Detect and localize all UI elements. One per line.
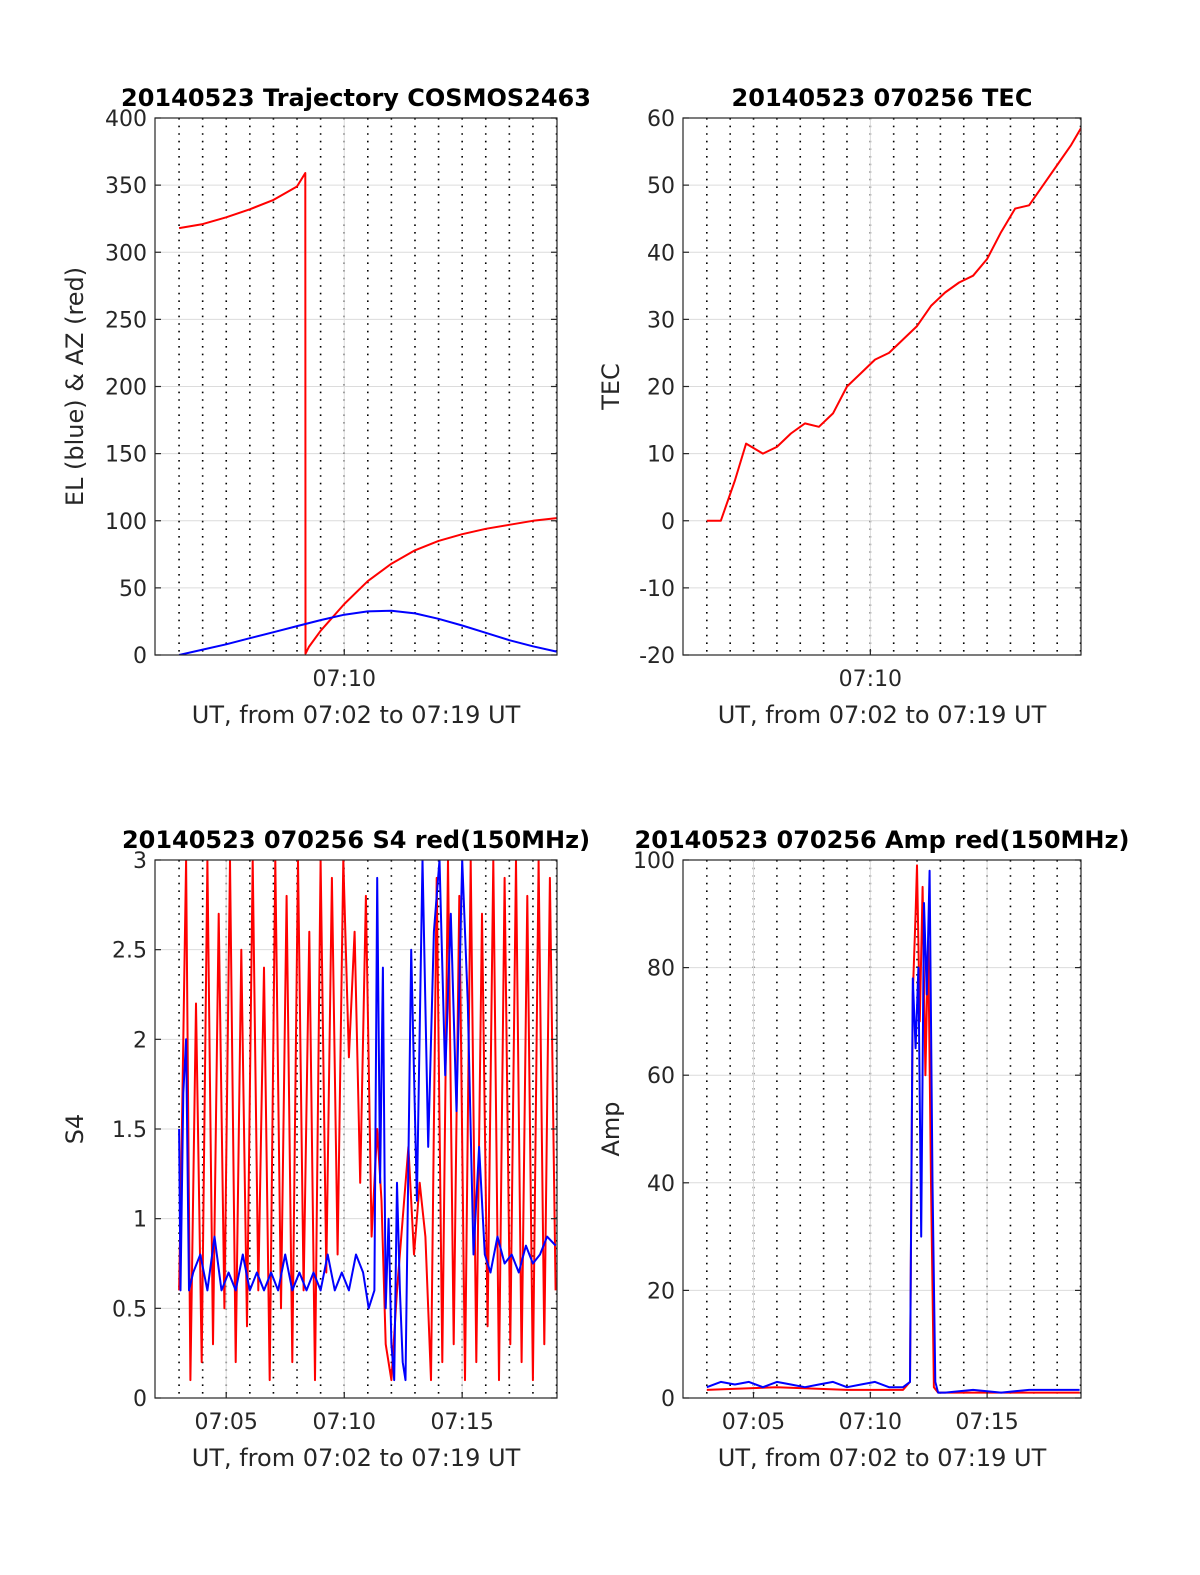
y-tick-label: 40 xyxy=(647,241,675,266)
y-tick-label: 250 xyxy=(105,308,147,333)
x-tick-label: 07:05 xyxy=(722,1410,785,1435)
chart-panel-4: 0 20 40 60 80 100 07:05 07:10 07:15 20140523 0702… xyxy=(597,826,1129,1472)
y-axis-label: EL (blue) & AZ (red) xyxy=(61,267,89,506)
y-axis-label: Amp xyxy=(597,1101,625,1156)
y-tick-label: 200 xyxy=(105,376,147,401)
y-tick-label: -20 xyxy=(639,644,675,669)
y-tick-label: 50 xyxy=(119,577,147,602)
x-tick-label: 07:10 xyxy=(839,667,902,692)
y-tick-label: 0 xyxy=(661,1387,675,1412)
y-tick-label: 1 xyxy=(133,1208,147,1233)
y-tick-label: 50 xyxy=(647,174,675,199)
x-tick-label: 07:15 xyxy=(955,1410,1018,1435)
y-tick-label: -10 xyxy=(639,577,675,602)
chart-title: 20140523 070256 TEC xyxy=(732,84,1033,112)
y-tick-label: 3 xyxy=(133,849,147,874)
x-tick-label: 07:10 xyxy=(313,667,376,692)
y-axis-label: S4 xyxy=(61,1114,89,1145)
y-tick-label: 60 xyxy=(647,107,675,132)
y-tick-label: 400 xyxy=(105,107,147,132)
chart-title: 20140523 070256 Amp red(150MHz) xyxy=(635,826,1130,854)
x-axis-label: UT, from 07:02 to 07:19 UT xyxy=(192,701,521,729)
y-tick-label: 0.5 xyxy=(112,1297,147,1322)
x-tick-label: 07:05 xyxy=(194,1410,257,1435)
chart-title: 20140523 Trajectory COSMOS2463 xyxy=(121,84,591,112)
chart-title: 20140523 070256 S4 red(150MHz) xyxy=(122,826,590,854)
series-line-1 xyxy=(706,127,1081,522)
y-tick-label: 2.5 xyxy=(112,939,147,964)
y-tick-label: 300 xyxy=(105,241,147,266)
x-tick-label: 07:15 xyxy=(430,1410,493,1435)
y-tick-label: 2 xyxy=(133,1028,147,1053)
y-tick-label: 10 xyxy=(647,443,675,468)
y-tick-label: 100 xyxy=(105,510,147,535)
axes-frame xyxy=(682,859,1082,1399)
x-tick-label: 07:10 xyxy=(839,1410,902,1435)
y-tick-label: 150 xyxy=(105,443,147,468)
series-line-2 xyxy=(178,609,557,655)
series-line-2 xyxy=(178,860,557,1382)
y-tick-label: 0 xyxy=(133,1387,147,1412)
y-tick-label: 0 xyxy=(661,510,675,535)
y-tick-label: 0 xyxy=(133,644,147,669)
y-tick-label: 1.5 xyxy=(112,1118,147,1143)
chart-panel-3: 0 0.5 1 1.5 2 2.5 3 07:05 07:10 07:15 20140523 070… xyxy=(61,826,590,1472)
y-tick-label: 60 xyxy=(647,1064,675,1089)
x-axis-label: UT, from 07:02 to 07:19 UT xyxy=(192,1444,521,1472)
x-axis-label: UT, from 07:02 to 07:19 UT xyxy=(718,701,1047,729)
series-line-1 xyxy=(178,860,557,1382)
chart-panel-1: 0 50 100 150 200 250 300 350 400 07:10 20140523 Tr… xyxy=(61,84,591,729)
y-axis-label: TEC xyxy=(597,363,625,411)
plot-area xyxy=(683,860,1081,1398)
x-axis-label: UT, from 07:02 to 07:19 UT xyxy=(718,1444,1047,1472)
y-tick-label: 80 xyxy=(647,957,675,982)
y-tick-label: 20 xyxy=(647,1279,675,1304)
y-tick-label: 350 xyxy=(105,174,147,199)
y-tick-label: 100 xyxy=(633,849,675,874)
x-tick-label: 07:10 xyxy=(313,1410,376,1435)
series-line-2 xyxy=(706,869,1080,1394)
y-tick-label: 20 xyxy=(647,376,675,401)
chart-panel-2: -20 -10 0 10 20 30 40 50 60 07:10 20140523 070256 … xyxy=(597,84,1082,729)
y-tick-label: 40 xyxy=(647,1172,675,1197)
y-tick-label: 30 xyxy=(647,308,675,333)
